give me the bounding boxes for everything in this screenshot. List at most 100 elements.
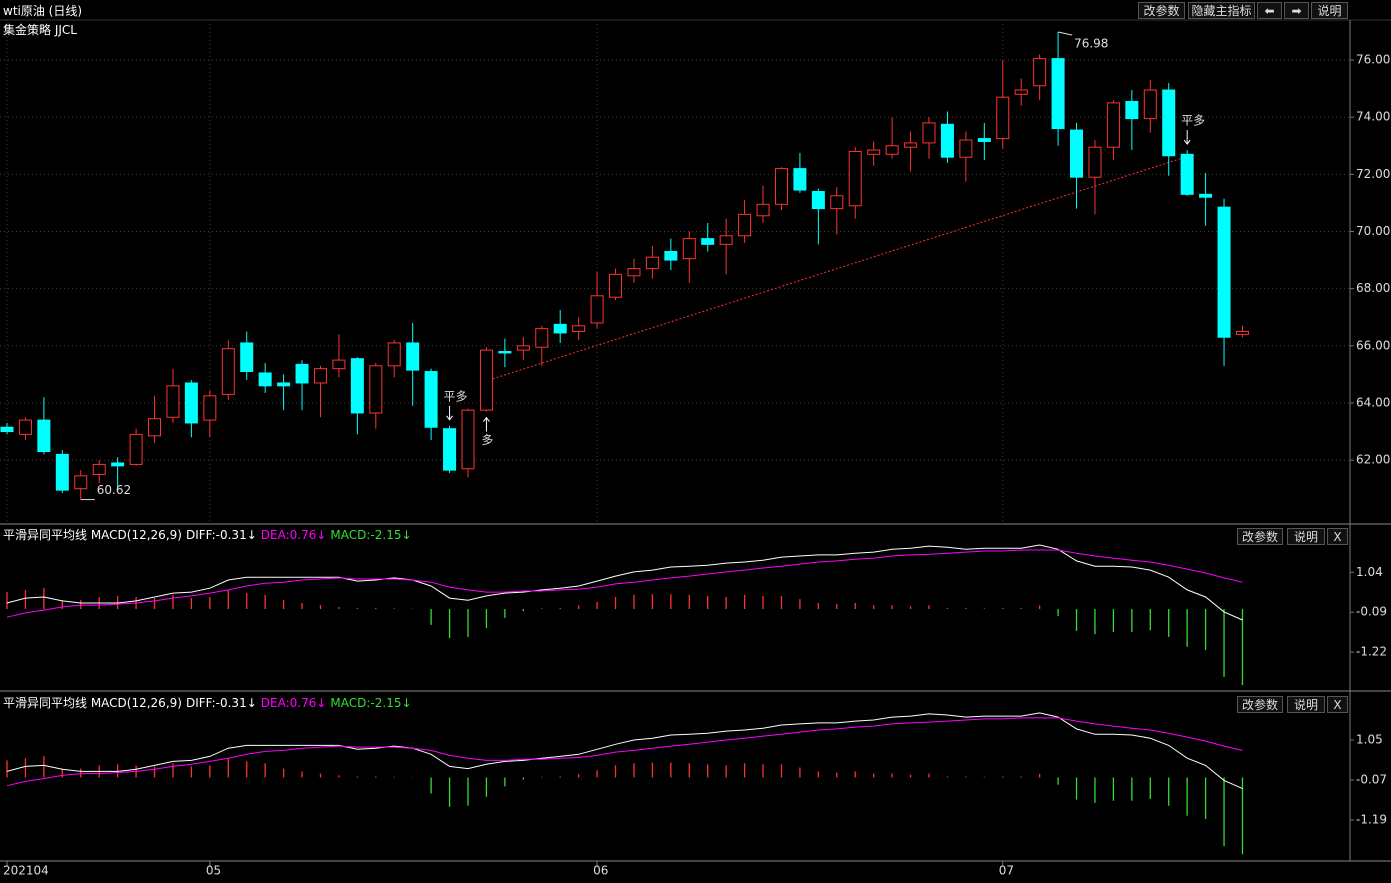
extreme-label: 76.98	[1074, 37, 1108, 51]
x-tick-label: 05	[206, 864, 221, 878]
diff-line	[6, 544, 1243, 621]
candle-body	[240, 342, 254, 373]
candle-body	[461, 409, 475, 470]
help-button[interactable]: 说明	[1287, 696, 1325, 713]
legend-entry: DIFF:-0.31↓	[186, 528, 257, 542]
candle-body	[1143, 89, 1157, 120]
candle-body	[627, 268, 641, 277]
legend-entry: DEA:0.76↓	[261, 696, 327, 710]
edit-params-button[interactable]: 改参数	[1237, 696, 1283, 713]
candle-body	[867, 149, 881, 155]
candle-body	[1051, 58, 1065, 130]
candle-body	[535, 328, 549, 348]
y-tick-label: 62.00	[1356, 453, 1390, 467]
signal-label: 平多	[444, 389, 468, 403]
candle-body	[92, 463, 106, 475]
prev-button[interactable]: ⬅	[1257, 2, 1282, 19]
candle-body	[848, 150, 862, 207]
candle-body	[996, 96, 1010, 140]
extreme-label: 60.62	[97, 483, 131, 497]
strategy-name: 集金策略 JJCL	[3, 23, 77, 37]
candle-body	[1106, 102, 1120, 148]
candle-body	[701, 238, 715, 245]
legend-entry: DIFF:-0.31↓	[186, 696, 257, 710]
y-tick-label: 66.00	[1356, 338, 1390, 352]
y-tick-label: 74.00	[1356, 110, 1390, 124]
help-button[interactable]: 说明	[1311, 2, 1348, 19]
candle-body	[1235, 331, 1249, 335]
hide-indicator-button[interactable]: 隐藏主指标	[1188, 2, 1255, 19]
candle-body	[830, 195, 844, 210]
candle-body	[645, 256, 659, 270]
close-button[interactable]: X	[1327, 696, 1348, 713]
signal-label: 平多	[1181, 114, 1205, 128]
candle-body	[221, 348, 235, 395]
indicator-header: 平滑异同平均线 MACD(12,26,9) DIFF:-0.31↓ DEA:0.76…	[3, 696, 412, 710]
candle-body	[37, 419, 51, 453]
indicator-title: 平滑异同平均线 MACD(12,26,9)	[3, 696, 182, 710]
candle-body	[0, 426, 14, 433]
x-tick-label: 07	[999, 864, 1014, 878]
signal-label: 多	[481, 433, 493, 447]
y-tick-label: 1.05	[1356, 733, 1383, 747]
candle-body	[572, 325, 586, 333]
candle-body	[959, 139, 973, 158]
candle-body	[922, 122, 936, 144]
candle-body	[18, 419, 32, 435]
candle-body	[111, 462, 125, 467]
candle-body	[55, 453, 69, 491]
candle-body	[1217, 206, 1231, 338]
close-button[interactable]: X	[1327, 528, 1348, 545]
candle-body	[203, 395, 217, 421]
diff-line	[6, 712, 1243, 790]
edit-params-button[interactable]: 改参数	[1237, 528, 1283, 545]
candle-body	[516, 345, 530, 351]
candle-body	[406, 342, 420, 371]
candle-body	[369, 365, 383, 414]
y-tick-label: 76.00	[1356, 53, 1390, 67]
edit-params-button[interactable]: 改参数	[1138, 2, 1185, 19]
x-tick-label: 06	[593, 864, 608, 878]
candle-body	[940, 123, 954, 158]
signal-arrow-head	[1183, 139, 1191, 145]
legend-entry: DEA:0.76↓	[261, 528, 327, 542]
candle-body	[295, 363, 309, 384]
dea-line	[6, 717, 1243, 787]
candle-body	[719, 235, 733, 245]
next-button[interactable]: ➡	[1284, 2, 1309, 19]
candle-body	[774, 168, 788, 205]
candle-body	[756, 203, 770, 217]
candle-body	[258, 372, 272, 387]
candle-body	[682, 238, 696, 260]
candle-body	[1070, 129, 1084, 178]
candle-body	[1162, 89, 1176, 157]
candle-body	[129, 433, 143, 465]
candle-body	[1014, 89, 1028, 95]
help-button[interactable]: 说明	[1287, 528, 1325, 545]
candle-body	[424, 371, 438, 428]
trend-line	[488, 154, 1193, 381]
candle-body	[332, 359, 346, 370]
candle-body	[609, 273, 623, 298]
candle-body	[74, 475, 88, 490]
candle-body	[166, 385, 180, 418]
candle-body	[590, 295, 604, 324]
y-tick-label: -0.07	[1356, 773, 1387, 787]
y-tick-label: -0.09	[1356, 605, 1387, 619]
candle-body	[1125, 100, 1139, 120]
extreme-connector	[1057, 31, 1073, 36]
candle-body	[885, 145, 899, 155]
candle-body	[277, 382, 291, 387]
y-tick-label: 72.00	[1356, 167, 1390, 181]
indicator-header: 平滑异同平均线 MACD(12,26,9) DIFF:-0.31↓ DEA:0.76…	[3, 528, 412, 542]
y-tick-label: 70.00	[1356, 224, 1390, 238]
candle-body	[1033, 58, 1047, 87]
signal-arrow-head	[446, 415, 453, 421]
candle-body	[498, 351, 512, 354]
y-tick-label: -1.22	[1356, 645, 1387, 659]
y-tick-label: 64.00	[1356, 395, 1390, 409]
x-tick-label: 202104	[3, 864, 49, 878]
y-tick-label: 68.00	[1356, 281, 1390, 295]
